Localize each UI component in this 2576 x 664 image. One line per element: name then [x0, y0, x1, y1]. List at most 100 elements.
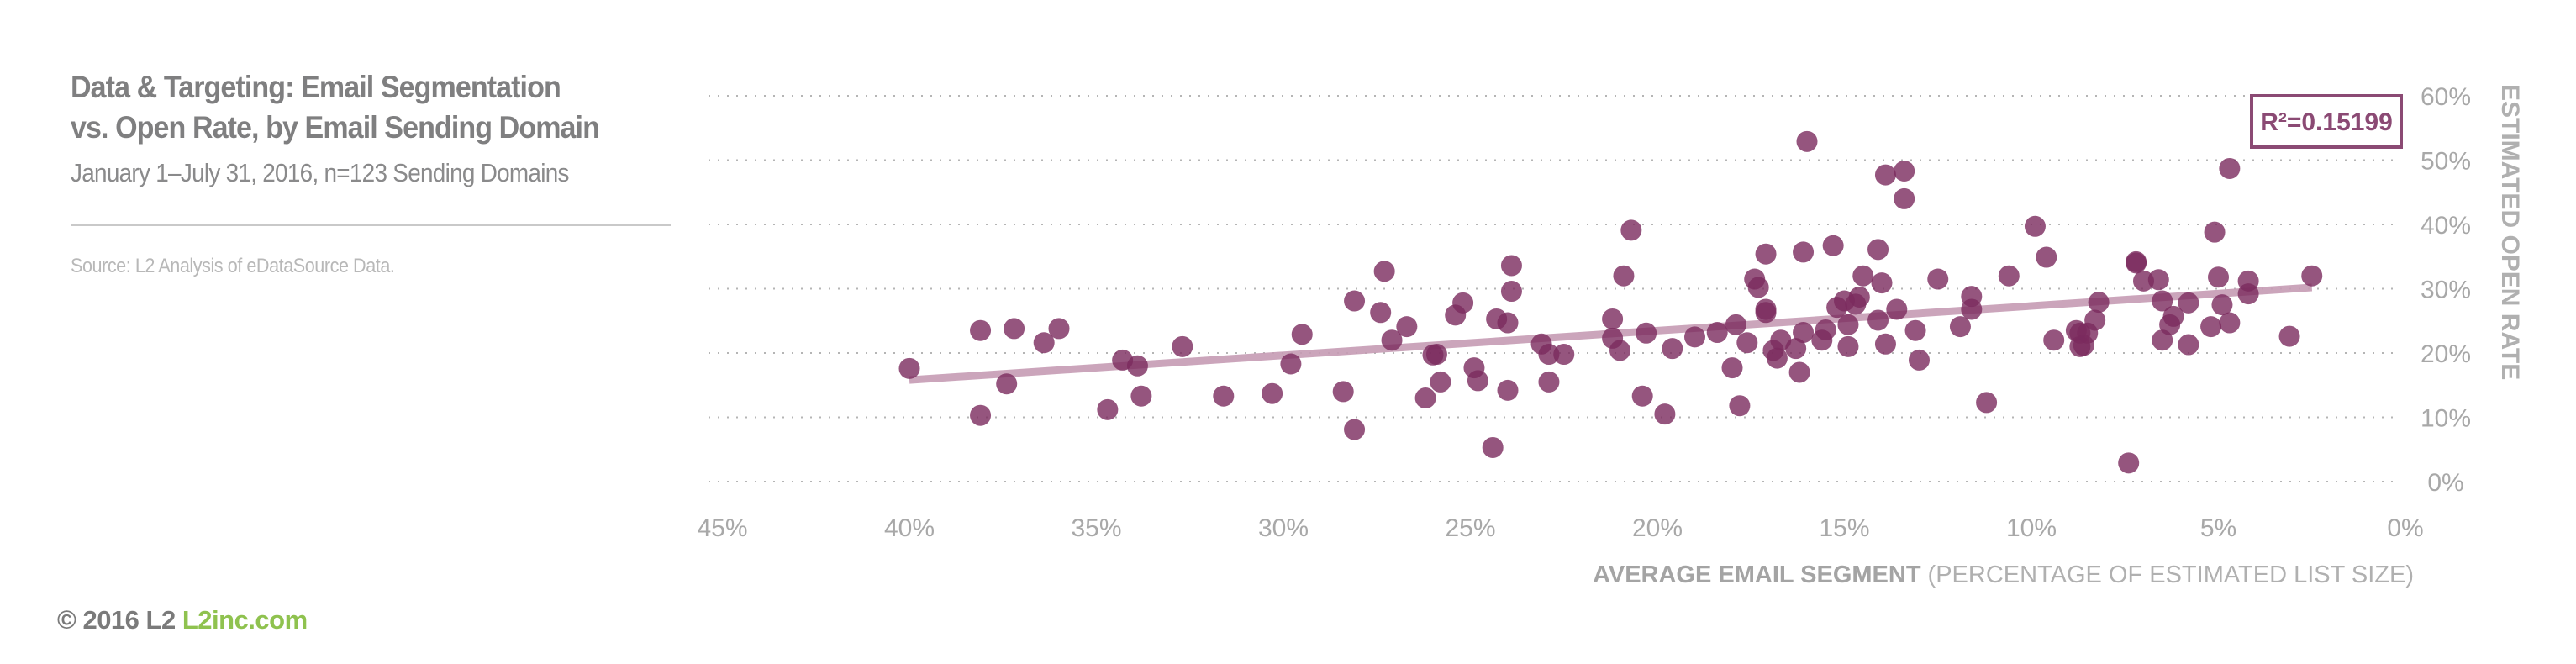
y-tick-label: 50%: [2421, 148, 2471, 176]
data-point: [970, 319, 992, 341]
data-point: [1048, 318, 1070, 340]
r2-box: [2250, 94, 2403, 149]
data-point: [1874, 164, 1896, 186]
data-points: [898, 130, 2323, 474]
y-tick-label: 60%: [2421, 83, 2471, 111]
data-point: [1620, 219, 1642, 241]
data-point: [2178, 292, 2199, 314]
data-point: [1706, 322, 1728, 344]
x-axis-title: AVERAGE EMAIL SEGMENT (PERCENTAGE OF ESTI…: [1593, 561, 2414, 588]
data-point: [2219, 157, 2241, 179]
data-point: [1662, 338, 1683, 360]
data-point: [1894, 187, 1915, 209]
data-point: [1837, 314, 1859, 335]
data-point: [1538, 371, 1560, 393]
data-point: [1894, 161, 1915, 182]
data-point: [2219, 312, 2241, 334]
data-point: [2147, 269, 2169, 291]
copyright-text: © 2016 L2: [57, 605, 176, 635]
data-point: [1755, 243, 1777, 265]
data-point: [1961, 298, 1983, 320]
x-tick-label: 25%: [1445, 514, 1495, 542]
data-point: [1033, 332, 1055, 354]
data-point: [1729, 395, 1751, 417]
data-point: [1909, 349, 1930, 371]
data-point: [1904, 319, 1926, 341]
data-point: [1280, 353, 1302, 375]
data-point: [2126, 250, 2147, 272]
data-point: [1126, 355, 1148, 377]
header-divider: [71, 224, 671, 226]
x-tick-label: 10%: [2006, 514, 2057, 542]
x-axis-title-light: (PERCENTAGE OF ESTIMATED LIST SIZE): [1928, 561, 2414, 588]
data-point: [2073, 335, 2094, 356]
data-point: [1826, 297, 1848, 319]
data-point: [1867, 239, 1889, 261]
data-point: [1998, 265, 2020, 287]
data-point: [1497, 379, 1519, 401]
data-point: [1097, 398, 1119, 420]
data-point: [1725, 314, 1746, 335]
y-tick-label: 10%: [2421, 405, 2471, 433]
x-tick-label: 30%: [1258, 514, 1309, 542]
data-point: [2152, 329, 2173, 351]
data-point: [2237, 283, 2259, 305]
x-tick-label: 45%: [697, 514, 747, 542]
y-axis-title: ESTIMATED OPEN RATE: [2496, 84, 2524, 380]
data-point: [2178, 334, 2199, 356]
data-point: [1467, 370, 1488, 392]
data-point: [1500, 281, 1522, 303]
data-point: [1172, 335, 1193, 357]
data-point: [1976, 392, 1998, 414]
source-note: Source: L2 Analysis of eDataSource Data.: [71, 255, 395, 277]
data-point: [2088, 292, 2110, 314]
data-point: [2208, 266, 2229, 288]
data-point: [1370, 302, 1392, 324]
data-point: [1874, 333, 1896, 355]
data-point: [1654, 403, 1676, 425]
data-point: [1837, 335, 1859, 357]
data-point: [1613, 265, 1635, 287]
y-tick-label: 0%: [2427, 469, 2463, 497]
data-point: [2152, 290, 2173, 312]
data-point: [1130, 385, 1152, 407]
data-point: [1721, 357, 1743, 379]
data-point: [2024, 215, 2046, 237]
data-point: [1867, 309, 1889, 331]
data-point: [1684, 326, 1705, 348]
data-point: [1636, 322, 1657, 344]
data-point: [898, 357, 920, 379]
data-point: [1609, 340, 1630, 361]
data-point: [1381, 329, 1403, 351]
x-tick-label: 0%: [2387, 514, 2423, 542]
footer-credit: © 2016 L2 L2inc.com: [57, 605, 308, 635]
r2-annotation: R²=0.15199: [2250, 94, 2403, 149]
data-point: [1500, 255, 1522, 277]
x-tick-label: 40%: [884, 514, 935, 542]
data-point: [1452, 292, 1474, 314]
data-point: [1344, 290, 1366, 312]
data-point: [2118, 452, 2140, 474]
data-point: [1538, 344, 1560, 366]
data-point: [1373, 261, 1395, 282]
chart-title-line-2: vs. Open Rate, by Email Sending Domain: [71, 110, 600, 145]
data-point: [1766, 347, 1788, 369]
data-point: [2278, 325, 2300, 347]
site-link[interactable]: L2inc.com: [182, 605, 308, 635]
data-point: [2211, 294, 2233, 316]
data-point: [1482, 436, 1504, 458]
data-point: [2200, 316, 2222, 338]
data-point: [1396, 316, 1418, 338]
x-tick-label: 35%: [1071, 514, 1121, 542]
data-point: [1414, 387, 1436, 409]
data-point: [970, 404, 992, 426]
r2-value: R²=0.15199: [2260, 108, 2393, 136]
data-point: [1886, 298, 1908, 320]
x-axis-ticks: 45% 40% 35% 30% 25% 20% 15% 10% 5% 0%: [697, 514, 2423, 542]
chart-title-line-1: Data & Targeting: Email Segmentation: [71, 70, 561, 104]
data-point: [1852, 265, 1874, 287]
data-point: [1430, 371, 1451, 393]
data-point: [996, 373, 1018, 395]
data-point: [2036, 246, 2057, 268]
data-point: [1631, 385, 1653, 407]
